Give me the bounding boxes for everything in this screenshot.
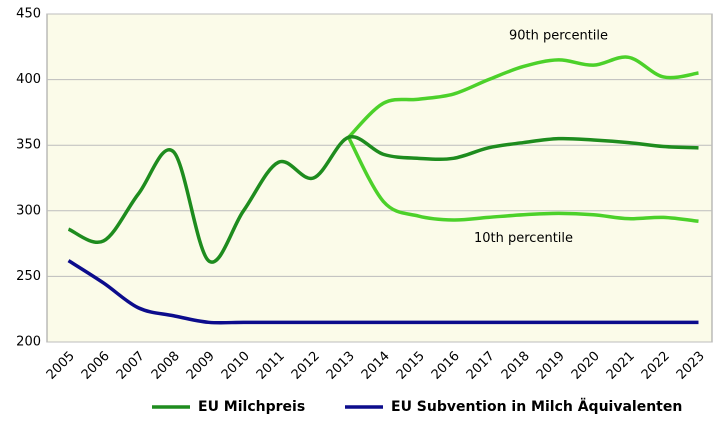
x-tick-label: 2006 (79, 349, 113, 383)
x-tick-label: 2010 (219, 349, 253, 383)
x-tick-label: 2020 (569, 349, 603, 383)
x-tick-label: 2013 (324, 349, 358, 383)
plot-area (46, 13, 713, 343)
series-line (67, 259, 699, 325)
x-tick-label: 2017 (464, 349, 498, 383)
percentile-line (347, 55, 699, 139)
x-tick-label: 2005 (44, 349, 78, 383)
x-tick-label: 2016 (429, 349, 463, 383)
y-tick-label: 300 (16, 203, 41, 218)
percentile-line (346, 136, 699, 224)
x-tick-label: 2007 (114, 349, 148, 383)
annotation: 10th percentile (474, 231, 573, 246)
x-tick-label: 2021 (604, 349, 638, 383)
annotation: 90th percentile (509, 28, 608, 43)
legend-label: EU Milchpreis (198, 399, 305, 415)
x-tick-label: 2014 (359, 349, 393, 383)
legend-label: EU Subvention in Milch Äquivalenten (391, 398, 682, 415)
x-tick-label: 2019 (534, 349, 568, 383)
x-tick-label: 2023 (674, 349, 708, 383)
x-tick-label: 2012 (289, 349, 323, 383)
x-tick-label: 2018 (499, 349, 533, 383)
x-tick-label: 2015 (394, 349, 428, 383)
y-tick-label: 350 (16, 138, 41, 153)
y-tick-label: 400 (16, 72, 41, 87)
series-line (67, 135, 699, 264)
x-tick-label: 2009 (184, 349, 218, 383)
y-tick-label: 200 (16, 335, 41, 350)
x-tick-label: 2008 (149, 349, 183, 383)
y-tick-label: 250 (16, 269, 41, 284)
x-tick-label: 2022 (639, 349, 673, 383)
y-tick-label: 450 (16, 7, 41, 22)
x-tick-label: 2011 (254, 349, 288, 383)
